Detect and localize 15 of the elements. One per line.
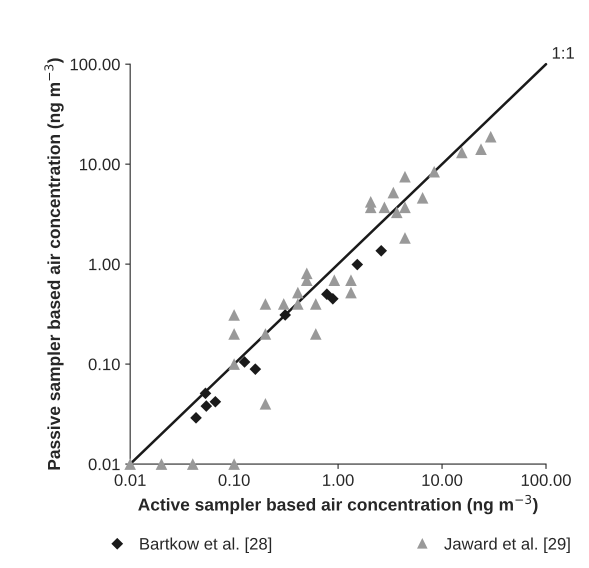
x-tick-label: 10.00 [422, 474, 462, 486]
legend-label: Jaward et al. [29] [444, 537, 570, 553]
y-tick-label: 100.00 [70, 58, 120, 70]
y-axis-title: Passive sampler based air concentration (ng m$^{−3}$) [44, 58, 64, 470]
x-tick-label: 0.01 [114, 474, 146, 486]
x-axis-title: Active sampler based air concentration (ng m$^{−3}$) [138, 494, 538, 514]
y-tick-label: 0.10 [88, 358, 120, 370]
y-tick-label: 0.01 [88, 458, 120, 470]
x-tick-label: 1.00 [323, 474, 354, 486]
x-tick-label: 0.10 [218, 474, 250, 486]
series-label: 1:1 [552, 47, 574, 59]
x-tick-label: 100.00 [522, 474, 571, 486]
legend-label: Bartkow et al. [28] [140, 537, 272, 553]
y-tick-label: 1.00 [89, 258, 120, 270]
y-tick-label: 10.00 [80, 158, 120, 170]
